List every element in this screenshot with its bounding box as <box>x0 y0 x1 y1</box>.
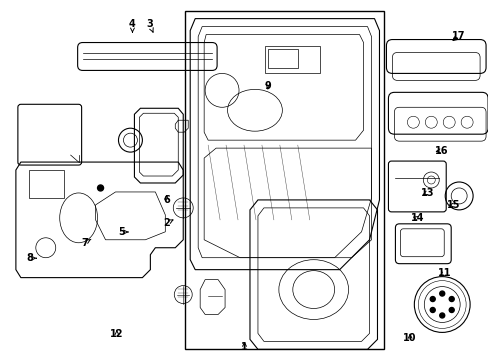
Circle shape <box>429 297 434 302</box>
Bar <box>267 49 297 68</box>
Text: 7: 7 <box>81 238 91 248</box>
Bar <box>264 45 319 73</box>
Circle shape <box>448 297 453 302</box>
Circle shape <box>98 185 103 191</box>
Text: 16: 16 <box>434 145 447 156</box>
Circle shape <box>439 291 444 296</box>
Text: 11: 11 <box>437 268 450 278</box>
Bar <box>29 170 63 198</box>
Circle shape <box>429 307 434 312</box>
Text: 6: 6 <box>163 195 170 205</box>
Text: 4: 4 <box>129 19 136 32</box>
Text: 9: 9 <box>264 81 271 91</box>
Circle shape <box>439 313 444 318</box>
Text: 12: 12 <box>110 329 123 339</box>
Text: 14: 14 <box>410 213 423 223</box>
Text: 5: 5 <box>118 227 128 237</box>
Circle shape <box>448 307 453 312</box>
Text: 15: 15 <box>447 200 460 210</box>
Text: 8: 8 <box>27 253 36 263</box>
Text: 13: 13 <box>420 188 433 198</box>
Bar <box>185 11 384 349</box>
Text: 2: 2 <box>163 218 173 228</box>
Text: 17: 17 <box>451 31 465 41</box>
Text: 10: 10 <box>403 333 416 343</box>
Text: 1: 1 <box>241 342 247 352</box>
Text: 3: 3 <box>146 19 153 32</box>
